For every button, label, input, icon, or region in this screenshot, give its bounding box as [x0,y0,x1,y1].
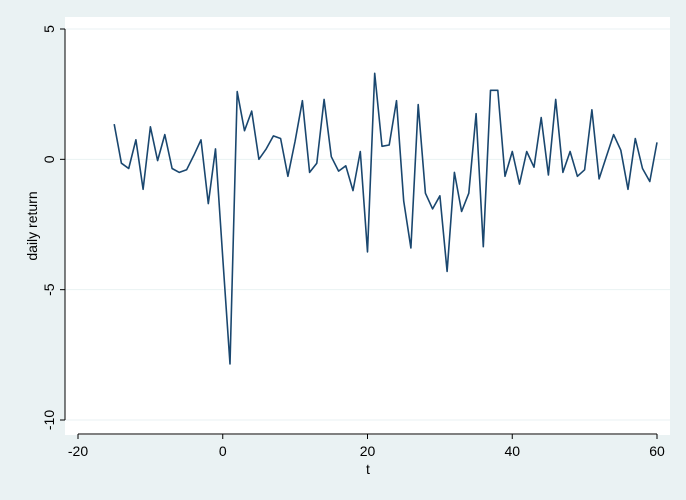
x-tick-label: 40 [504,443,520,459]
y-axis: 5 0 -5 -10 [41,25,66,430]
y-axis-title: daily return [24,191,40,260]
y-tick-label: -10 [41,410,57,430]
series-group [113,72,658,365]
y-tick-label: 0 [41,155,57,163]
y-tick-label: 5 [41,25,57,33]
x-axis: -20 0 20 40 60 [68,433,665,459]
series-line [113,72,658,365]
y-tick-label: -5 [41,283,57,296]
x-tick-label: 60 [649,443,665,459]
x-tick-label: 0 [219,443,227,459]
x-tick-label: -20 [68,443,88,459]
x-axis-title: t [366,461,370,477]
plot-area [65,17,670,435]
x-tick-label: 20 [360,443,376,459]
grid-lines [65,28,670,421]
